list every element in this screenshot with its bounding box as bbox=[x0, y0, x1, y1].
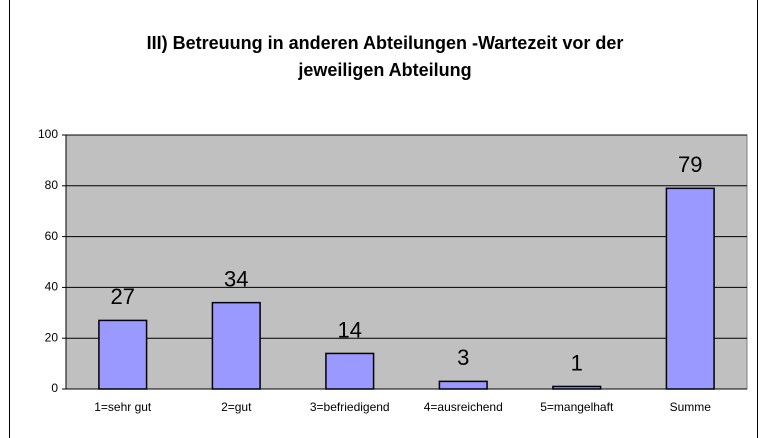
bar bbox=[98, 319, 148, 390]
y-tick-label: 60 bbox=[45, 229, 59, 243]
value-label: 14 bbox=[338, 317, 362, 342]
value-label: 79 bbox=[678, 152, 702, 177]
y-tick-label: 100 bbox=[38, 127, 58, 141]
x-tick-label: 1=sehr gut bbox=[94, 400, 152, 414]
bar bbox=[438, 380, 488, 390]
y-tick-label: 0 bbox=[51, 381, 58, 395]
value-label: 34 bbox=[224, 266, 248, 291]
bar bbox=[552, 385, 602, 390]
plot-area bbox=[65, 134, 748, 390]
chart-title: III) Betreuung in anderen Abteilungen -W… bbox=[146, 33, 624, 80]
value-label: 1 bbox=[571, 350, 583, 375]
value-label: 3 bbox=[457, 345, 469, 370]
x-tick-label: 2=gut bbox=[221, 400, 252, 414]
x-tick-label: 4=ausreichend bbox=[424, 400, 503, 414]
x-tick-label: 5=mangelhaft bbox=[540, 400, 614, 414]
bar bbox=[325, 352, 375, 390]
bar bbox=[211, 301, 261, 390]
y-tick-label: 80 bbox=[45, 178, 59, 192]
value-label: 27 bbox=[111, 284, 135, 309]
x-tick-label: Summe bbox=[670, 400, 712, 414]
y-tick-label: 20 bbox=[45, 330, 59, 344]
y-tick-label: 40 bbox=[45, 280, 59, 294]
bar bbox=[665, 187, 715, 390]
x-tick-label: 3=befriedigend bbox=[310, 400, 390, 414]
